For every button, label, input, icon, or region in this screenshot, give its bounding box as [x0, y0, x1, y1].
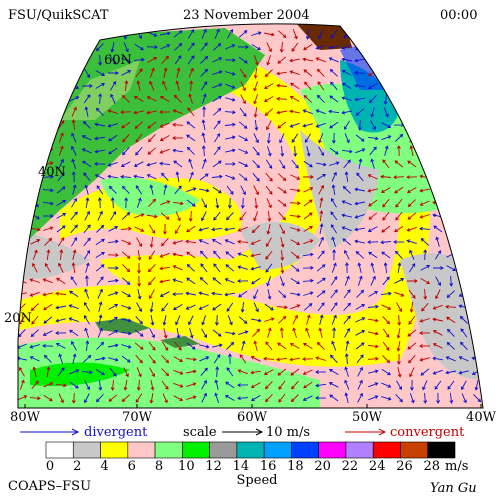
lon-label: 80W [10, 410, 41, 425]
color-swatch [154, 441, 183, 459]
speed-tick: 14 [233, 459, 250, 474]
speed-patch [20, 200, 430, 367]
color-swatch [400, 441, 429, 459]
convergent-label: convergent [390, 425, 465, 440]
unit: m/s [445, 459, 468, 474]
speed-tick: 22 [342, 459, 359, 474]
axis-labels: 60N 40N 20N 80W 70W 60W 50W 40W [4, 53, 497, 425]
lat-label: 20N [4, 311, 32, 326]
speed-tick: 10 [178, 459, 195, 474]
land [95, 318, 150, 334]
color-swatch [127, 441, 156, 459]
color-swatch [345, 441, 374, 459]
lat-label: 60N [104, 53, 132, 68]
color-swatch [372, 441, 401, 459]
convergent-arrow-head [378, 428, 387, 436]
color-swatch [318, 441, 347, 459]
speed-tick: 18 [287, 459, 304, 474]
scale-label: scale [183, 425, 217, 440]
speed-tick: 20 [314, 459, 331, 474]
time: 00:00 [440, 8, 477, 23]
author: Yan Gu [430, 481, 477, 496]
title: FSU/QuikSCAT [8, 8, 109, 23]
color-swatch [236, 441, 265, 459]
land [60, 60, 140, 120]
color-swatch [291, 441, 319, 459]
lon-label: 50W [352, 410, 383, 425]
lat-label: 40N [38, 165, 66, 180]
speed-tick: 12 [205, 459, 222, 474]
lon-label: 60W [237, 410, 268, 425]
speed-tick: 2 [73, 459, 81, 474]
color-swatch [100, 441, 129, 459]
speed-tick: 0 [46, 459, 54, 474]
scale-arrow-head [255, 428, 264, 436]
speed-tick: 16 [260, 459, 277, 474]
map-area [18, 23, 483, 408]
date: 23 November 2004 [183, 8, 310, 23]
lon-label: 40W [466, 410, 497, 425]
credit: COAPS–FSU [8, 479, 91, 494]
color-swatch [72, 441, 101, 459]
speed-tick: 28 [423, 459, 440, 474]
color-swatch [209, 441, 238, 459]
color-swatch [182, 441, 210, 459]
speed-patch [18, 230, 90, 280]
map-border [17, 23, 484, 409]
color-swatch [427, 441, 456, 459]
divergent-arrow-head [71, 428, 80, 436]
color-swatch [263, 441, 292, 459]
speed-tick: 4 [100, 459, 108, 474]
speed-tick: 8 [155, 459, 163, 474]
speed-tick: 26 [396, 459, 413, 474]
scale-value: 10 m/s [266, 425, 310, 440]
speed-patch [30, 362, 130, 386]
color-swatch [45, 441, 74, 459]
divergent-label: divergent [84, 425, 148, 440]
speed-tick: 6 [128, 459, 136, 474]
colorbar: 0 2 4 6 8 10 12 14 16 18 20 22 24 26 28 [45, 441, 456, 474]
land [18, 28, 265, 250]
land [295, 23, 352, 50]
speed-title: Speed [237, 473, 278, 488]
speed-patch [18, 337, 320, 408]
speed-tick: 24 [369, 459, 386, 474]
speed-patch [240, 222, 320, 270]
speed-patch [300, 130, 380, 250]
lon-label: 70W [122, 410, 153, 425]
